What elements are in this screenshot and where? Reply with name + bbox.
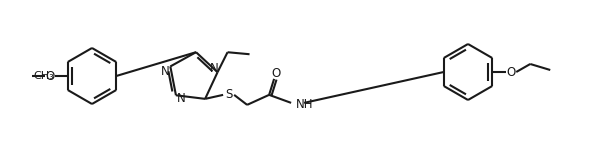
Text: O: O — [506, 66, 516, 78]
Text: S: S — [226, 88, 233, 101]
Text: O: O — [271, 67, 281, 80]
Text: CH₃: CH₃ — [34, 71, 55, 81]
Text: NH: NH — [296, 98, 314, 111]
Text: N: N — [210, 62, 219, 75]
Text: N: N — [176, 92, 185, 105]
Text: O: O — [45, 69, 55, 83]
Text: N: N — [161, 65, 170, 78]
